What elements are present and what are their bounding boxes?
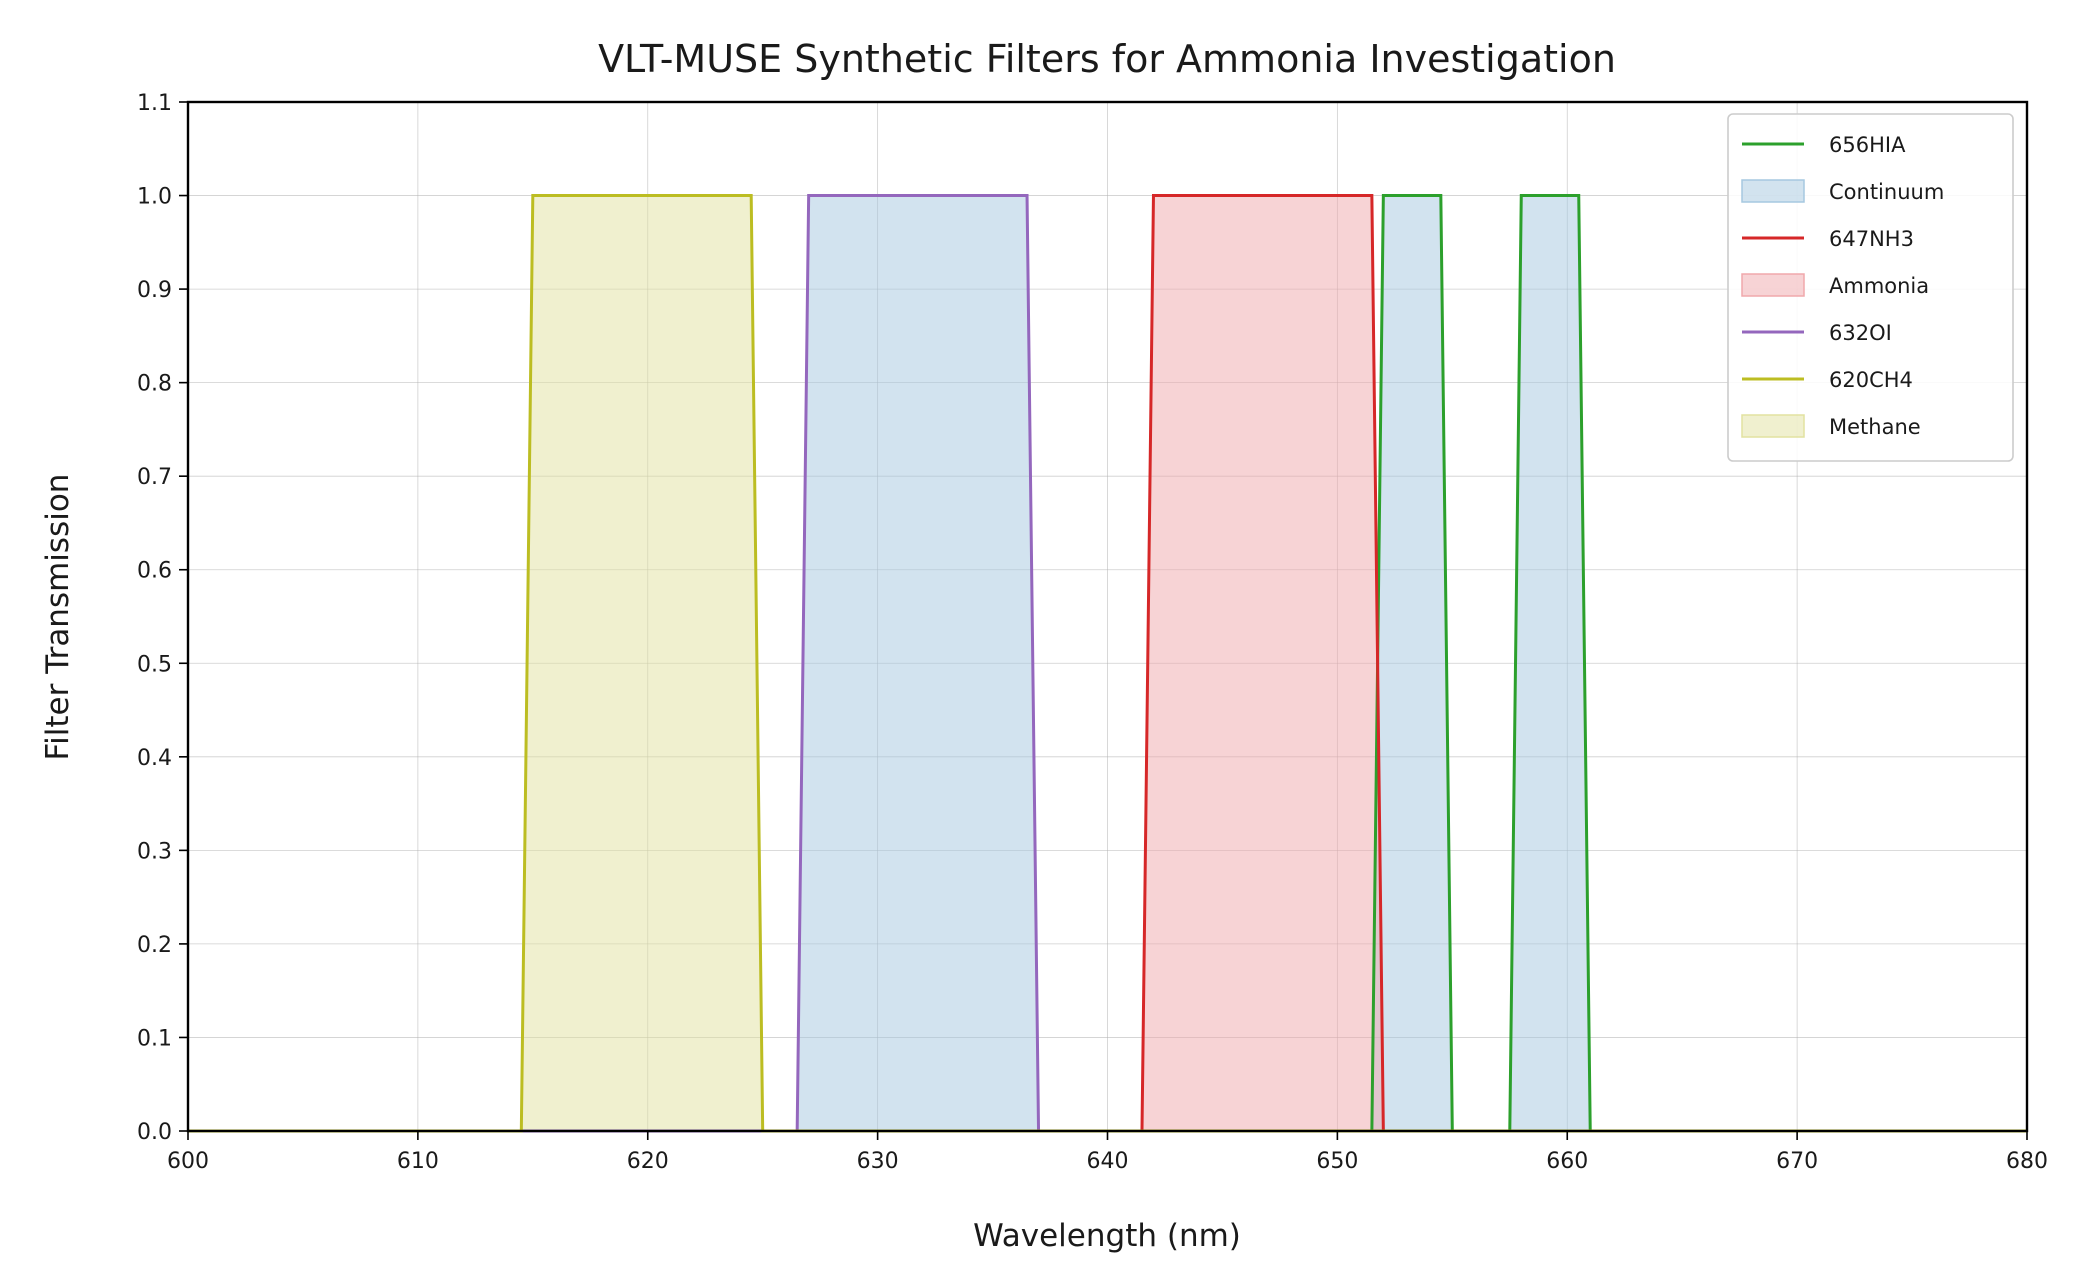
x-tick-label: 620 — [627, 1149, 669, 1174]
x-tick-label: 650 — [1316, 1149, 1358, 1174]
legend-swatch-patch — [1741, 414, 1805, 438]
y-tick-label: 0.6 — [137, 559, 172, 584]
tick-layer: 600 610 620 630 640 650 660 670 680 0.0 0.1 0.2 0.3 0… — [137, 91, 2048, 1174]
legend-label: Methane — [1829, 415, 1921, 439]
series-fill-656HIA — [188, 195, 2027, 1132]
legend-label: 656HIA — [1829, 133, 1906, 157]
legend-swatch-patch — [1741, 273, 1805, 297]
x-tick-label: 640 — [1087, 1149, 1129, 1174]
y-tick-label: 0.3 — [137, 839, 172, 864]
legend-label: 620CH4 — [1829, 368, 1913, 392]
y-axis-label: Filter Transmission — [40, 474, 76, 761]
x-tick-label: 670 — [1776, 1149, 1818, 1174]
legend: 656HIA Continuum 647NH3 Ammonia 632OI 620CH4 M… — [1727, 113, 2014, 462]
y-tick-label: 0.9 — [137, 278, 172, 303]
y-tick-label: 0.7 — [137, 465, 172, 490]
legend-label: Ammonia — [1829, 274, 1929, 298]
legend-label: 647NH3 — [1829, 227, 1914, 251]
series-fill-620CH4 — [188, 195, 2027, 1132]
chart-title: VLT-MUSE Synthetic Filters for Ammonia I… — [598, 37, 1616, 81]
fill-layer — [188, 195, 2027, 1132]
x-tick-label: 600 — [167, 1149, 209, 1174]
y-tick-label: 0.2 — [137, 933, 172, 958]
legend-swatch-patch — [1741, 179, 1805, 203]
y-tick-label: 0.1 — [137, 1026, 172, 1051]
legend-label: Continuum — [1829, 180, 1944, 204]
x-tick-label: 630 — [857, 1149, 899, 1174]
legend-label: 632OI — [1829, 321, 1892, 345]
x-axis-label: Wavelength (nm) — [973, 1218, 1241, 1254]
y-tick-label: 0.0 — [137, 1120, 172, 1145]
y-tick-label: 0.5 — [137, 652, 172, 677]
x-tick-label: 660 — [1546, 1149, 1588, 1174]
y-tick-label: 1.1 — [137, 91, 172, 116]
y-tick-label: 0.8 — [137, 372, 172, 397]
y-tick-label: 1.0 — [137, 185, 172, 210]
x-tick-label: 680 — [2006, 1149, 2048, 1174]
x-tick-label: 610 — [397, 1149, 439, 1174]
y-tick-label: 0.4 — [137, 746, 172, 771]
